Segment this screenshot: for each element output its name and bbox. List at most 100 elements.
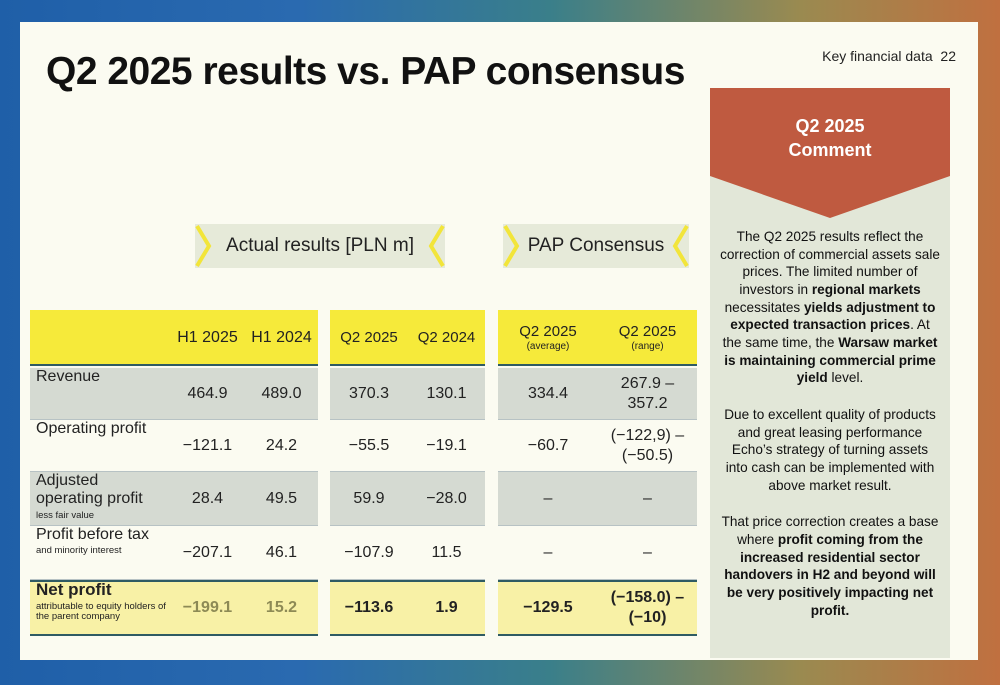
row-bg bbox=[30, 420, 318, 472]
group-banner: PAP Consensus bbox=[503, 224, 689, 268]
comment-paragraph: The Q2 2025 results reflect the correcti… bbox=[720, 228, 940, 387]
row-label: Profit before tax and minority interest bbox=[36, 526, 168, 580]
group-label: PAP Consensus bbox=[527, 235, 665, 256]
row-label: Net profit attributable to equity holders… bbox=[36, 580, 168, 636]
row-label-text: Net profit bbox=[36, 580, 112, 599]
table-cell: 130.1 bbox=[426, 385, 467, 402]
chevron bbox=[428, 224, 445, 268]
row-label-text: Operating profit bbox=[36, 420, 147, 437]
header-bg bbox=[30, 310, 318, 366]
table-cell: −129.5 bbox=[523, 599, 573, 616]
row-sublabel: less fair value bbox=[36, 509, 95, 521]
header-bg bbox=[498, 310, 697, 366]
column-label: Q2 2025 bbox=[519, 323, 577, 341]
column-header: Q2 2025 bbox=[330, 310, 408, 366]
comment-paragraph: That price correction creates a base whe… bbox=[720, 513, 940, 619]
section-name: Key financial data bbox=[822, 48, 933, 64]
comment-text: Due to excellent quality of products and… bbox=[724, 407, 936, 493]
column-header: Q2 2025 (range) bbox=[598, 310, 697, 366]
column-sublabel: (average) bbox=[526, 340, 570, 352]
table-cell: 334.4 bbox=[527, 385, 569, 402]
row-label: Operating profit bbox=[36, 420, 168, 472]
column-label: Q2 2024 bbox=[417, 328, 476, 346]
comment-bold-text: regional markets bbox=[811, 282, 921, 298]
group-banner: Actual results [PLN m] bbox=[195, 224, 445, 268]
slide: Q2 2025 results vs. PAP consensus Key fi… bbox=[20, 22, 978, 660]
table-cell: 370.3 bbox=[348, 385, 390, 402]
comment-subtitle: Comment bbox=[788, 140, 872, 161]
table-cell: 24.2 bbox=[265, 437, 298, 454]
table-cell: 1.9 bbox=[435, 599, 458, 616]
chevron bbox=[195, 224, 212, 268]
section-label: Key financial data 22 bbox=[822, 48, 956, 64]
comment-header-shape bbox=[710, 88, 950, 218]
row-label-text: Revenue bbox=[36, 368, 101, 385]
table-cell: −19.1 bbox=[426, 437, 467, 454]
group-label: Actual results bbox=[226, 235, 341, 256]
row-bg bbox=[330, 580, 485, 636]
row-bg bbox=[498, 580, 697, 636]
row-label: Revenue bbox=[36, 368, 168, 420]
row-sublabel: and minority interest bbox=[36, 545, 122, 557]
table-cell: −28.0 bbox=[426, 490, 467, 507]
table-cell: 46.1 bbox=[265, 544, 298, 561]
chevron bbox=[672, 224, 689, 268]
row-bg bbox=[30, 472, 318, 526]
comment-text: That price correction creates a base whe… bbox=[721, 514, 939, 548]
table-cell: – bbox=[643, 544, 652, 561]
group-unit: [PLN m] bbox=[345, 235, 414, 256]
chevron bbox=[503, 224, 520, 268]
table-cell: 267.9 – 357.2 bbox=[620, 375, 675, 412]
table-cell: −121.1 bbox=[182, 437, 233, 454]
comment-text: The Q2 2025 results reflect the correcti… bbox=[720, 229, 940, 298]
column-label: Q2 2025 bbox=[340, 328, 398, 346]
slide-title: Q2 2025 results vs. PAP consensus bbox=[46, 50, 685, 93]
row-bg bbox=[30, 368, 318, 420]
comment-title: Q2 2025 bbox=[795, 116, 865, 136]
row-bg bbox=[498, 368, 697, 420]
row-bg bbox=[330, 368, 485, 420]
table-cell: – bbox=[543, 544, 553, 561]
table-cell: −207.1 bbox=[182, 544, 233, 561]
table-cell: – bbox=[543, 490, 553, 507]
column-label: Q2 2025 bbox=[618, 323, 677, 341]
table-cell: (−158.0) – (−10) bbox=[610, 589, 685, 626]
comment-text: . At the same time, the bbox=[722, 317, 930, 351]
row-bg bbox=[498, 472, 697, 526]
page-number: 22 bbox=[940, 48, 956, 64]
table-cell: −113.6 bbox=[344, 599, 394, 616]
column-label: H1 2024 bbox=[251, 329, 312, 347]
table-cell: 15.2 bbox=[265, 599, 298, 616]
row-bg bbox=[498, 420, 697, 472]
table-cell: 49.5 bbox=[265, 490, 298, 507]
table-cell: −60.7 bbox=[527, 437, 569, 454]
comment-bold-text: yields adjustment to expected transactio… bbox=[730, 299, 936, 333]
table-cell: −55.5 bbox=[348, 437, 390, 454]
row-sublabel: attributable to equity holders of the pa… bbox=[36, 600, 166, 623]
row-bg bbox=[330, 420, 485, 472]
column-header: Q2 2024 bbox=[408, 310, 485, 366]
column-header: H1 2025 bbox=[170, 310, 245, 366]
table-cell: 11.5 bbox=[431, 544, 462, 561]
column-sublabel: (range) bbox=[631, 340, 664, 352]
table-cell: 28.4 bbox=[191, 490, 224, 507]
comment-text: level. bbox=[827, 370, 864, 386]
table-cell: – bbox=[643, 490, 652, 507]
table-cell: (−122,9) – (−50.5) bbox=[610, 427, 685, 464]
column-header: Q2 2025 (average) bbox=[498, 310, 598, 366]
row-label-text: Profit before tax bbox=[36, 526, 149, 543]
comment-body: The Q2 2025 results reflect the correcti… bbox=[720, 228, 940, 638]
row-label: Adjusted operating profit less fair value bbox=[36, 472, 168, 526]
header-bg bbox=[330, 310, 485, 366]
row-bg bbox=[30, 526, 318, 580]
table-cell: 464.9 bbox=[187, 385, 228, 402]
comment-header: Q2 2025 Comment bbox=[710, 114, 950, 163]
row-bg bbox=[498, 526, 697, 580]
table-cell: 59.9 bbox=[353, 490, 385, 507]
row-label-text: Adjusted operating profit bbox=[36, 472, 143, 508]
column-label: H1 2025 bbox=[177, 329, 238, 347]
comment-bold-text: Warsaw market is maintaining commercial … bbox=[724, 335, 938, 386]
table-cell: −199.1 bbox=[182, 599, 233, 616]
table-cell: −107.9 bbox=[344, 544, 394, 561]
